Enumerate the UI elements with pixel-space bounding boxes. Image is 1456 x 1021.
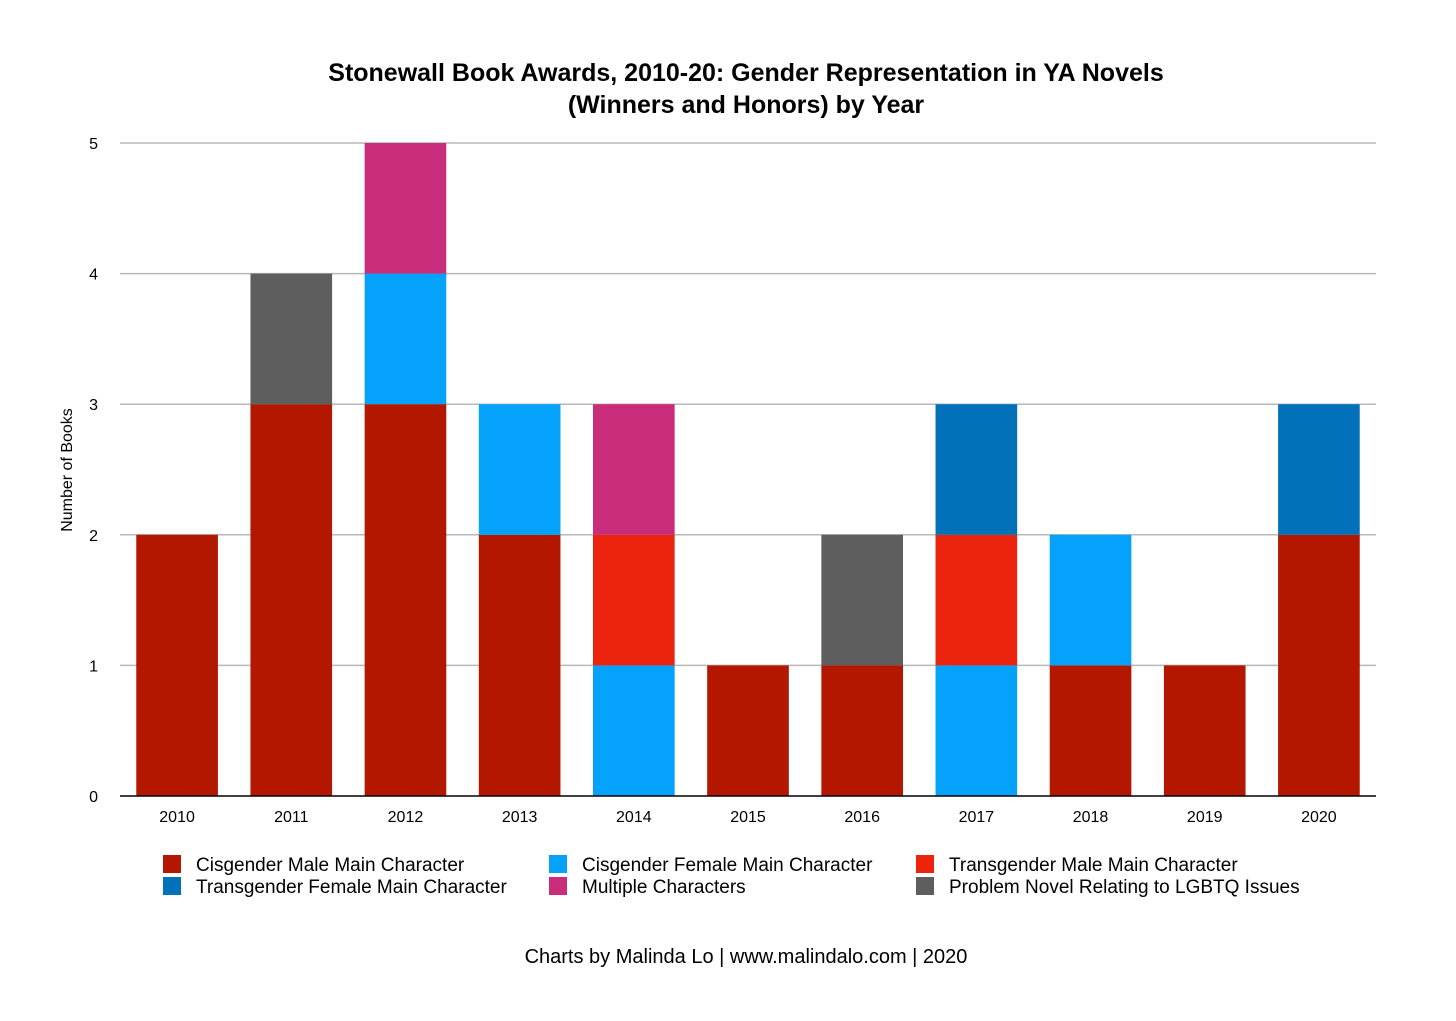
y-tick-label: 3 [89,397,98,414]
legend-label: Cisgender Female Main Character [582,855,873,876]
x-axis-ticks: 2010 2011 2012 2013 2014 2015 2016 2017 2018 2019… [159,809,1337,826]
bar-segment-2010-cisgender-male-main-character [136,534,218,796]
bar-segment-2020-transgender-female-main-character [1278,404,1360,535]
bar-segment-2017-transgender-female-main-character [935,404,1018,535]
y-tick-label: 1 [89,658,98,675]
y-axis-title: Number of Books [59,408,76,532]
x-tick-label: 2011 [274,809,309,826]
x-tick-label: 2020 [1301,809,1337,826]
x-tick-label: 2019 [1187,809,1223,826]
y-axis-ticks: 0 1 2 3 4 5 [89,136,98,806]
bar-segment-2016-cisgender-male-main-character [821,665,904,796]
legend-label: Transgender Male Main Character [949,855,1238,876]
x-tick-label: 2012 [388,809,424,826]
bar-segment-2014-cisgender-female-main-character [592,665,675,796]
bar-segment-2011-problem-novel-relating-to-lgbtq-issues [250,273,333,405]
bar-segment-2018-cisgender-female-main-character [1049,534,1132,666]
chart-title-line-2: (Winners and Honors) by Year [568,91,925,119]
legend-swatch [549,855,567,873]
bar-segment-2020-cisgender-male-main-character [1278,534,1360,796]
x-tick-label: 2018 [1073,809,1109,826]
bar-segment-2014-transgender-male-main-character [592,534,675,666]
y-tick-label: 2 [89,528,98,545]
legend-swatch [549,877,567,895]
legend-swatch [916,855,934,873]
bar-segment-2015-cisgender-male-main-character [707,665,789,796]
legend: Cisgender Male Main Character Cisgender F… [163,855,1300,898]
x-tick-label: 2013 [502,809,538,826]
x-tick-label: 2015 [730,809,766,826]
footer-credit: Charts by Malinda Lo | www.malindalo.com… [525,946,968,968]
bar-segment-2012-cisgender-female-main-character [364,273,447,405]
chart-title-line-1: Stonewall Book Awards, 2010-20: Gender R… [328,59,1163,87]
x-tick-label: 2017 [959,809,995,826]
legend-label: Multiple Characters [582,877,746,898]
bar-segment-2014-multiple-characters [592,404,675,535]
x-tick-label: 2016 [844,809,880,826]
bar-segment-2017-cisgender-female-main-character [935,665,1018,796]
legend-label: Transgender Female Main Character [196,877,507,898]
bar-segment-2012-multiple-characters [364,143,447,274]
legend-swatch [163,855,181,873]
bar-segment-2016-problem-novel-relating-to-lgbtq-issues [821,534,904,666]
bar-segment-2011-cisgender-male-main-character [250,404,333,796]
bar-segment-2012-cisgender-male-main-character [364,404,447,796]
legend-label: Cisgender Male Main Character [196,855,465,876]
x-tick-label: 2010 [159,809,195,826]
bar-segment-2017-transgender-male-main-character [935,534,1018,666]
x-tick-label: 2014 [616,809,652,826]
bars [136,143,1360,796]
bar-segment-2019-cisgender-male-main-character [1163,665,1246,796]
y-tick-label: 0 [89,789,98,806]
bar-segment-2018-cisgender-male-main-character [1049,665,1132,796]
legend-swatch [163,877,181,895]
bar-segment-2013-cisgender-female-main-character [478,404,561,535]
legend-swatch [916,877,934,895]
bar-segment-2013-cisgender-male-main-character [478,534,561,796]
chart-title: Stonewall Book Awards, 2010-20: Gender R… [328,59,1163,119]
legend-label: Problem Novel Relating to LGBTQ Issues [949,877,1300,898]
y-tick-label: 4 [89,267,98,284]
y-tick-label: 5 [89,136,98,153]
